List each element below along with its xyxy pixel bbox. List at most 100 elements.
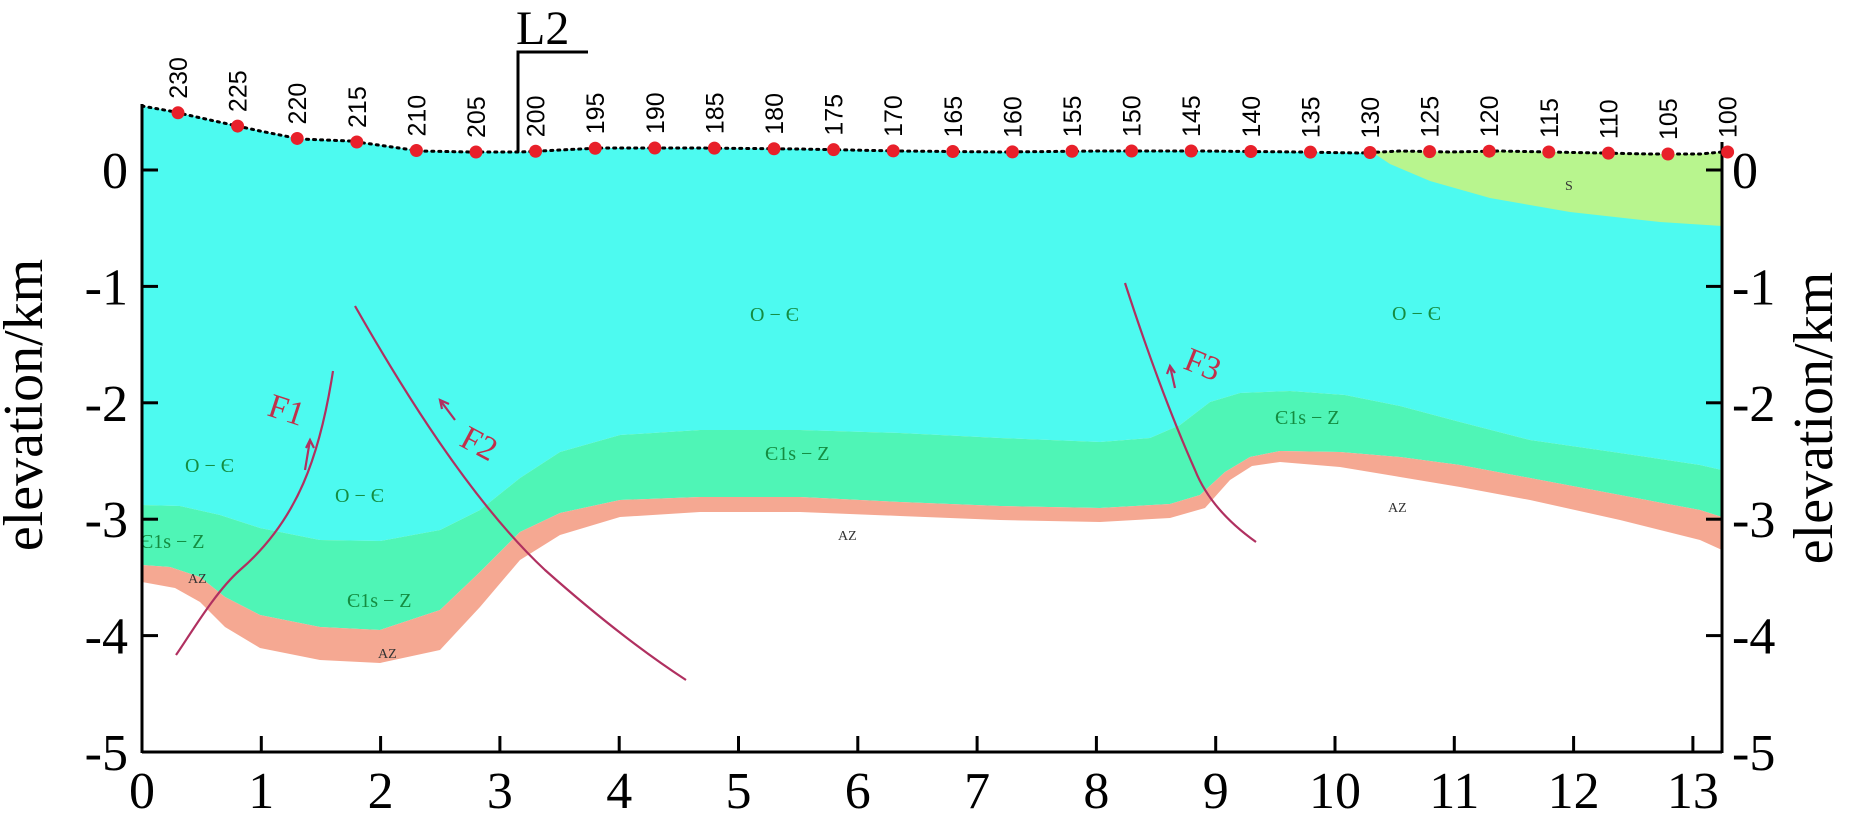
station-marker (588, 141, 602, 155)
station-label: 145 (1178, 95, 1206, 137)
unit-label-upper-4: O − Є (1392, 303, 1441, 325)
unit-label-middle-4: Є1s − Z (1275, 407, 1339, 429)
unit-label-upper-2: O − Є (335, 485, 384, 507)
station-marker (1184, 144, 1198, 158)
station-marker (648, 141, 662, 155)
station-label: 225 (225, 70, 253, 112)
unit-labels: O − Є O − Є O − Є O − Є Є1s − Z Є1s − Z … (140, 179, 1573, 662)
y-tick-label-left: -3 (85, 492, 128, 549)
station-label: 230 (165, 57, 193, 99)
station-label: 140 (1238, 96, 1266, 138)
station-marker (1542, 145, 1556, 159)
station-marker (1244, 145, 1258, 159)
unit-label-silurian: S (1565, 179, 1573, 194)
axes-frame (140, 104, 1724, 754)
unit-label-basement-1: AZ (188, 572, 207, 587)
fault-f3 (1123, 282, 1257, 543)
station-label: 165 (940, 96, 968, 138)
station-marker (171, 106, 185, 120)
y-tick-label-left: -4 (85, 609, 128, 666)
station-marker (350, 135, 364, 149)
y-tick-label-left: -5 (85, 725, 128, 782)
station-label: 125 (1417, 96, 1445, 138)
x-tick-label: 6 (845, 763, 871, 815)
station-label: 150 (1119, 95, 1147, 137)
station-label: 205 (463, 96, 491, 138)
station-marker (946, 145, 960, 159)
x-tick-label: 9 (1203, 763, 1229, 815)
station-label: 110 (1595, 99, 1623, 139)
fault-f2 (354, 305, 687, 681)
station-marker (1005, 145, 1019, 159)
station-marker (1601, 146, 1615, 160)
station-marker (1065, 144, 1079, 158)
station-label: 155 (1059, 96, 1087, 138)
station-marker (767, 142, 781, 156)
y-tick-label-left: 0 (102, 143, 128, 200)
station-label: 100 (1715, 96, 1743, 138)
unit-label-basement-3: AZ (838, 529, 857, 544)
right-axis-label: elevation/km (1783, 272, 1845, 564)
left-axis-label: elevation/km (0, 259, 55, 551)
fault-f1-arrow (303, 437, 315, 471)
station-marker (290, 131, 304, 145)
fault-f1 (175, 370, 335, 656)
y-tick-label-right: -4 (1732, 609, 1775, 666)
middle-unit-layer (142, 391, 1722, 630)
unit-label-middle-2: Є1s − Z (347, 590, 411, 612)
y-tick-label-left: -2 (85, 376, 128, 433)
y-tick-label-right: -2 (1732, 376, 1775, 433)
x-tick-label: 1 (248, 763, 274, 815)
station-label: 130 (1357, 97, 1385, 139)
x-tick-label: 12 (1548, 763, 1600, 815)
station-label: 135 (1297, 96, 1325, 138)
station-label: 195 (582, 93, 610, 135)
y-tick-label-right: 0 (1732, 143, 1758, 200)
x-tick-label: 3 (487, 763, 513, 815)
station-label: 175 (821, 94, 849, 136)
profile-marker-bracket (516, 50, 588, 152)
unit-label-middle-1: Є1s − Z (140, 531, 204, 553)
x-tick-label: 5 (726, 763, 752, 815)
x-tick-label: 13 (1667, 763, 1719, 815)
station-label: 180 (761, 93, 789, 135)
fault-f2-arrow (438, 398, 456, 421)
station-marker (1661, 147, 1675, 161)
station-marker (707, 141, 721, 155)
axis-numbers: 0 1 2 3 4 5 6 7 8 9 10 11 12 130 0-1 -1-2 -2-3 -3-4 -4-5 -5 (85, 143, 1776, 815)
x-tick-label: 10 (1309, 763, 1361, 815)
station-label: 120 (1476, 95, 1504, 137)
station-marker (827, 143, 841, 157)
station-marker (1303, 145, 1317, 159)
fault-f3-arrow (1165, 363, 1177, 389)
basement-layer (142, 451, 1722, 663)
station-marker (886, 144, 900, 158)
station-label: 185 (701, 92, 729, 134)
station-marker (231, 119, 245, 133)
station-markers: 230 225 220 215 210 205 200 195 190 185 180 175 170 1… (165, 57, 1743, 161)
station-label: 170 (880, 95, 908, 137)
station-label: 215 (344, 86, 372, 128)
x-tick-label: 8 (1083, 763, 1109, 815)
x-tick-label: 4 (606, 763, 632, 815)
station-label: 220 (284, 83, 312, 125)
station-label: 200 (523, 96, 551, 138)
x-tick-label: 2 (368, 763, 394, 815)
layers (142, 106, 1722, 663)
axis-ticks (140, 168, 1722, 754)
station-label: 210 (403, 95, 431, 137)
unit-label-upper-1: O − Є (185, 455, 234, 477)
upper-unit-layer (142, 106, 1722, 541)
station-marker (409, 143, 423, 157)
x-tick-label: 11 (1429, 763, 1479, 815)
silurian-layer (1372, 151, 1722, 226)
y-tick-label-right: -1 (1732, 259, 1775, 316)
station-marker (469, 145, 483, 159)
station-label: 105 (1655, 98, 1683, 140)
x-tick-label: 0 (129, 763, 155, 815)
station-marker (1423, 145, 1437, 159)
station-marker (1125, 144, 1139, 158)
y-tick-label-left: -1 (85, 259, 128, 316)
station-label: 190 (642, 92, 670, 134)
